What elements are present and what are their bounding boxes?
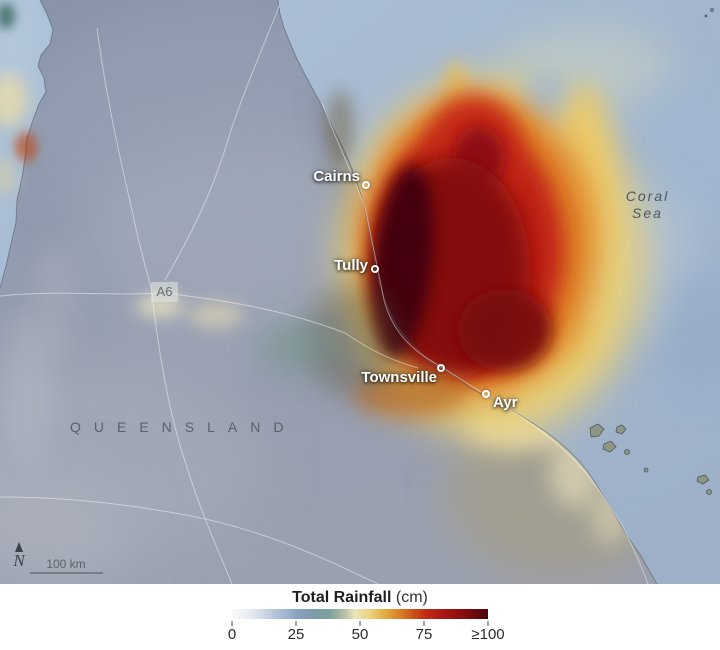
north-letter: N <box>13 551 25 570</box>
legend-tick-label: ≥100 <box>471 626 505 643</box>
legend-tick-label: 75 <box>415 626 433 643</box>
legend-title-text: Total Rainfall <box>292 589 392 606</box>
legend-panel: Total Rainfall (cm) 0 25 50 75 ≥100 <box>0 584 720 650</box>
scale-bar-line <box>30 572 103 574</box>
legend-tick <box>487 621 489 626</box>
city-marker-ayr <box>482 390 490 398</box>
legend-tick-label: 50 <box>351 626 369 643</box>
legend-title: Total Rainfall (cm) <box>0 589 720 607</box>
sea-label-line1: Coral <box>625 188 670 204</box>
city-label-ayr: Ayr <box>493 394 518 411</box>
legend-tick-label: 0 <box>227 626 237 643</box>
map-graphic <box>0 0 720 584</box>
legend-tick <box>423 621 425 626</box>
north-arrow: N <box>8 542 30 570</box>
north-arrow-icon <box>15 542 23 552</box>
road-badge-a6: A6 <box>151 282 178 302</box>
map-canvas <box>0 0 720 584</box>
city-label-tully: Tully <box>334 257 368 274</box>
legend-tick-label: 25 <box>287 626 305 643</box>
city-marker-cairns <box>362 181 370 189</box>
legend-tick <box>231 621 233 626</box>
scale-bar-label: 100 km <box>46 557 86 571</box>
state-label-queensland: QUEENSLAND <box>70 419 297 435</box>
sea-label-coral-sea: Coral Sea <box>605 188 690 222</box>
legend-tick <box>359 621 361 626</box>
city-label-cairns: Cairns <box>313 168 360 185</box>
legend-gradient-bar <box>232 609 488 619</box>
sea-label-line2: Sea <box>632 205 663 221</box>
legend-tick <box>295 621 297 626</box>
legend-unit: (cm) <box>395 589 428 606</box>
city-marker-tully <box>371 265 379 273</box>
city-label-townsville: Townsville <box>361 369 437 386</box>
city-marker-townsville <box>437 364 445 372</box>
